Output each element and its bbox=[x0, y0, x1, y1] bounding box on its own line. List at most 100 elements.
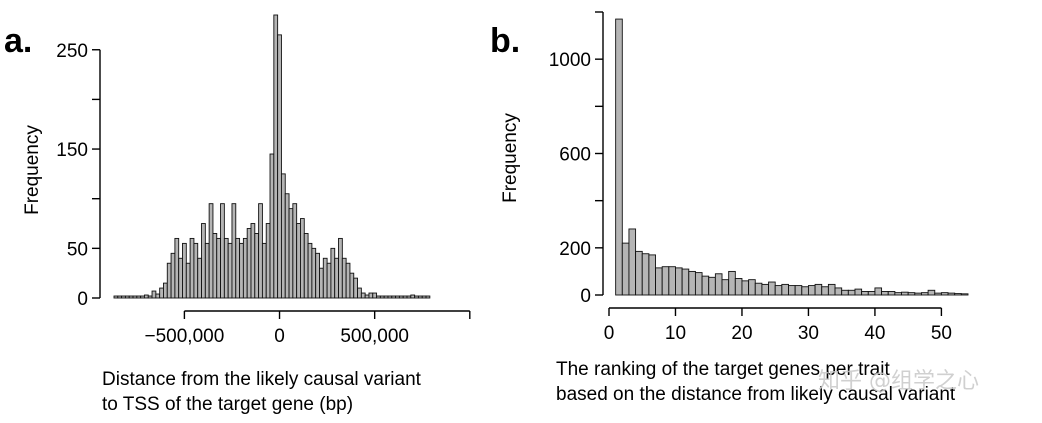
b-bar-46 bbox=[921, 292, 929, 296]
a-bar-9 bbox=[147, 295, 153, 299]
panel-a-y-ticks: 0 50 150 250 bbox=[56, 41, 100, 310]
a-bar-56 bbox=[326, 262, 332, 299]
a-bar-40 bbox=[265, 223, 271, 299]
a-bar-65 bbox=[360, 292, 366, 299]
a-bar-29 bbox=[223, 237, 229, 299]
a-bar-20 bbox=[189, 237, 195, 299]
b-bar-0 bbox=[615, 18, 623, 296]
a-bar-78 bbox=[410, 294, 416, 299]
b-bar-9 bbox=[675, 267, 683, 296]
b-bar-7 bbox=[661, 266, 670, 296]
a-bar-10 bbox=[151, 290, 157, 299]
b-bar-42 bbox=[894, 292, 902, 296]
a-bar-0 bbox=[113, 295, 119, 299]
a-bar-52 bbox=[311, 247, 317, 299]
b-bar-24 bbox=[774, 285, 783, 296]
a-bar-34 bbox=[242, 237, 248, 299]
a-bar-3 bbox=[124, 295, 130, 299]
b-bar-22 bbox=[761, 283, 770, 296]
a-bar-7 bbox=[140, 295, 145, 299]
a-bar-64 bbox=[357, 287, 362, 299]
a-bar-31 bbox=[231, 203, 237, 299]
panel-b-y-ticks: 0 200 600 1000 bbox=[549, 11, 603, 307]
panel-b-x-axis-label-line2: based on the distance from likely causal… bbox=[556, 384, 956, 405]
a-bar-53 bbox=[315, 252, 320, 299]
b-bar-3 bbox=[635, 250, 643, 296]
panel-a-y-axis-label: Frequency bbox=[22, 125, 43, 215]
panel-b-bars bbox=[615, 18, 969, 296]
panel-a-x-axis-label-line2: to TSS of the target gene (bp) bbox=[102, 394, 353, 415]
b-bar-28 bbox=[801, 286, 809, 296]
a-bar-45 bbox=[284, 193, 290, 299]
a-bar-4 bbox=[128, 295, 134, 299]
b-bar-35 bbox=[847, 289, 856, 296]
b-bar-31 bbox=[821, 286, 829, 296]
b-y-tick-label-0: 0 bbox=[580, 286, 591, 307]
a-bar-81 bbox=[421, 295, 427, 299]
panel-b-x-axis-label-line1: The ranking of the target genes per trai… bbox=[556, 359, 890, 380]
b-bar-37 bbox=[861, 291, 869, 296]
a-bar-61 bbox=[345, 262, 351, 299]
b-x-tick-label-3: 30 bbox=[798, 323, 819, 344]
a-bar-2 bbox=[121, 295, 126, 299]
b-bar-44 bbox=[907, 292, 916, 296]
b-bar-49 bbox=[940, 292, 949, 296]
a-bar-67 bbox=[368, 292, 374, 299]
a-bar-18 bbox=[182, 242, 187, 299]
b-x-tick-label-2: 20 bbox=[731, 323, 752, 344]
b-bar-34 bbox=[841, 289, 849, 296]
b-x-tick-label-0: 0 bbox=[604, 323, 615, 344]
a-bar-6 bbox=[136, 295, 142, 299]
a-y-tick-label-3: 150 bbox=[56, 140, 88, 161]
panel-b-ranking-histogram: b. 0 200 600 1000 0 10 20 30 40 50 Frequency The… bbox=[490, 11, 969, 405]
b-bar-18 bbox=[734, 278, 743, 296]
a-bar-13 bbox=[163, 282, 168, 299]
a-bar-43 bbox=[277, 34, 282, 299]
b-bar-45 bbox=[914, 292, 922, 296]
a-bar-46 bbox=[288, 208, 294, 299]
a-bar-19 bbox=[185, 262, 191, 299]
a-bar-55 bbox=[322, 257, 328, 299]
b-bar-30 bbox=[814, 283, 823, 296]
a-bar-79 bbox=[414, 295, 419, 299]
a-bar-39 bbox=[261, 242, 267, 299]
a-bar-72 bbox=[387, 295, 393, 299]
b-bar-38 bbox=[867, 291, 876, 296]
a-bar-23 bbox=[201, 223, 206, 299]
a-bar-60 bbox=[341, 257, 347, 299]
a-bar-47 bbox=[292, 203, 298, 299]
a-bar-51 bbox=[307, 242, 313, 299]
a-x-tick-label-0: −500,000 bbox=[145, 326, 225, 347]
b-bar-2 bbox=[628, 228, 637, 296]
a-bar-63 bbox=[353, 277, 358, 299]
a-bar-41 bbox=[269, 153, 275, 299]
a-bar-70 bbox=[379, 295, 385, 299]
a-bar-69 bbox=[376, 295, 381, 299]
b-bar-32 bbox=[827, 283, 836, 296]
a-bar-5 bbox=[132, 295, 138, 299]
b-bar-36 bbox=[854, 288, 863, 296]
a-bar-75 bbox=[398, 295, 404, 299]
a-bar-54 bbox=[319, 267, 324, 299]
b-bar-20 bbox=[748, 279, 756, 296]
b-bar-13 bbox=[701, 275, 710, 296]
a-bar-26 bbox=[212, 233, 218, 299]
b-x-tick-label-4: 40 bbox=[864, 323, 885, 344]
b-bar-5 bbox=[648, 254, 656, 296]
b-bar-27 bbox=[794, 285, 803, 296]
panel-a-label: a. bbox=[4, 22, 32, 60]
a-bar-42 bbox=[273, 14, 279, 299]
a-y-tick-label-0: 0 bbox=[77, 289, 88, 310]
b-bar-40 bbox=[881, 291, 889, 296]
b-bar-50 bbox=[947, 292, 956, 296]
a-bar-62 bbox=[349, 272, 355, 299]
a-bar-82 bbox=[425, 295, 431, 299]
b-bar-14 bbox=[708, 276, 716, 296]
b-bar-12 bbox=[694, 272, 703, 296]
a-bar-28 bbox=[220, 203, 225, 299]
a-bar-37 bbox=[254, 233, 260, 299]
a-bar-25 bbox=[208, 203, 214, 299]
b-bar-25 bbox=[781, 283, 789, 296]
a-bar-36 bbox=[250, 223, 256, 299]
